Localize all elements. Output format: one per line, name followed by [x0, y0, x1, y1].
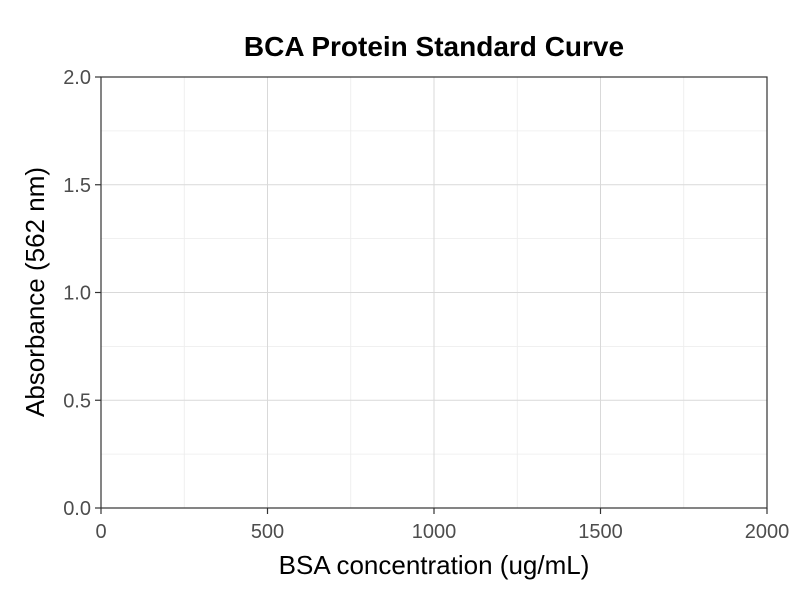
x-tick-label: 1000: [412, 521, 457, 543]
y-axis-ticks: 0.0 0.5 1.0 1.5 2.0: [63, 67, 101, 520]
x-tick-label: 1500: [578, 521, 623, 543]
x-axis-label: BSA concentration (ug/mL): [279, 550, 590, 580]
x-tick-label: 500: [251, 521, 284, 543]
y-tick-label: 0.0: [63, 498, 91, 520]
y-axis-label: Absorbance (562 nm): [20, 167, 50, 417]
x-tick-label: 0: [95, 521, 106, 543]
x-axis-ticks: 0 500 1000 1500 2000: [95, 508, 789, 543]
x-tick-label: 2000: [745, 521, 790, 543]
y-tick-label: 1.0: [63, 283, 91, 305]
y-tick-label: 0.5: [63, 390, 91, 412]
y-tick-label: 1.5: [63, 175, 91, 197]
y-tick-label: 2.0: [63, 67, 91, 89]
chart-title: BCA Protein Standard Curve: [244, 31, 624, 62]
